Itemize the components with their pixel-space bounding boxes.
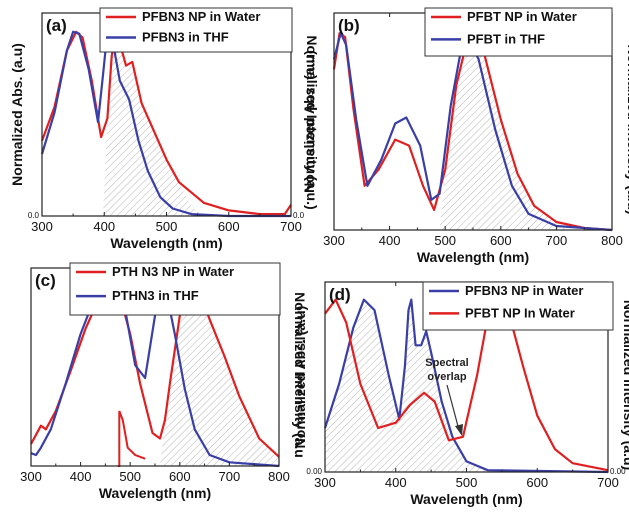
y-axis-label-right: Normalized intensity (a.u) — [621, 300, 629, 470]
panel-a: 300 400 500 600 700 Wavelength (nm) Normalized… — [9, 7, 320, 251]
series-line-0 — [332, 32, 613, 232]
x-tick-label: 800 — [268, 469, 290, 484]
panel-label: (c) — [35, 271, 56, 290]
y-tick-label-right: 0.00 — [610, 467, 626, 476]
y-axis-label-right: Normalized Intensity (a.u — [292, 292, 308, 458]
series-line-1 — [324, 298, 609, 472]
legend: PFBT NP in Water PFBT in THF — [424, 7, 613, 57]
legend: PTH N3 NP in Water PTHN3 in THF — [69, 262, 281, 316]
x-axis-label: Wavelength (nm) — [417, 249, 529, 265]
x-tick-label: 500 — [119, 469, 141, 484]
x-tick-label: 700 — [219, 469, 241, 484]
x-tick-label: 700 — [280, 219, 302, 234]
y-axis-label-left: Normalized Abs. (a.u) — [9, 43, 25, 186]
panel-d: 300 400 500 600 700 Wavelength (nm) Normalized… — [292, 281, 629, 507]
legend-label: PFBT NP In Water — [465, 305, 575, 320]
series-step-red — [117, 410, 146, 467]
panel-c: 300 400 500 600 700 800 Wavelength (nm) Normali… — [20, 262, 308, 501]
x-tick-label: 400 — [379, 233, 401, 248]
x-tick-label: 300 — [323, 233, 345, 248]
annotation-text: overlap — [427, 371, 466, 383]
legend-box — [99, 7, 293, 53]
panel-label: (a) — [46, 16, 67, 35]
legend-label: PFBN3 in THF — [142, 29, 229, 44]
x-axis-label: Wavelength (nm) — [110, 235, 222, 251]
x-tick-label: 500 — [434, 233, 456, 248]
x-tick-label: 300 — [20, 469, 42, 484]
y-axis-label-right: Normalized Intensity (a.u.) — [304, 35, 320, 209]
x-tick-label: 700 — [597, 475, 619, 490]
x-tick-label: 600 — [218, 219, 240, 234]
y-axis-label-right: Normalized intensity (a.u) — [625, 44, 629, 214]
legend: PFBN3 NP in Water PFBN3 in THF — [99, 7, 293, 53]
x-tick-label: 400 — [93, 219, 115, 234]
y-tick-label-right: 0.0 — [293, 211, 305, 220]
hatched-overlap-area — [160, 286, 279, 466]
y-tick-label-left: 0.0 — [28, 211, 40, 220]
x-tick-label: 500 — [456, 475, 478, 490]
x-axis-label: Wavelength (nm) — [99, 485, 211, 501]
legend-label: PFBN3 NP in Water — [465, 283, 583, 298]
x-tick-label: 400 — [385, 475, 407, 490]
y-axis-label-left: Normalized Abs. (a.u) — [292, 306, 308, 449]
hatched-overlap-area — [325, 299, 495, 472]
x-tick-label: 600 — [169, 469, 191, 484]
panel-b: 300 400 500 600 700 800 Wavelength (nm) Normali… — [301, 7, 629, 265]
x-tick-label: 800 — [601, 233, 623, 248]
annotation-arrowhead — [455, 424, 463, 436]
legend-label: PFBT NP in Water — [467, 9, 577, 24]
annotation-arrow — [446, 384, 460, 431]
series-line-0 — [30, 285, 280, 458]
legend-label: PTH N3 NP in Water — [112, 264, 234, 279]
series-line-1 — [332, 32, 613, 232]
legend-label: PTHN3 in THF — [112, 288, 199, 303]
x-tick-label: 300 — [314, 475, 336, 490]
x-tick-label: 300 — [31, 219, 53, 234]
hatched-overlap-area — [103, 31, 204, 216]
y-tick-label-left: 0.00 — [306, 467, 322, 476]
x-tick-label: 500 — [156, 219, 178, 234]
x-tick-label: 600 — [490, 233, 512, 248]
series-line-1 — [30, 285, 280, 468]
legend: PFBN3 NP in Water PFBT NP In Water — [422, 281, 614, 331]
series-line-0 — [323, 298, 609, 474]
legend-label: PFBT in THF — [467, 31, 545, 46]
panel-label: (d) — [329, 285, 351, 304]
annotation-text: Spectral — [425, 357, 468, 369]
x-tick-label: 400 — [70, 469, 92, 484]
panel-label: (b) — [338, 16, 360, 35]
x-tick-label: 700 — [546, 233, 568, 248]
legend-label: PFBN3 NP in Water — [142, 9, 260, 24]
x-axis-label: Wavelength (nm) — [410, 491, 522, 507]
y-axis-label-left: Normalized Abs. (a.u) — [301, 50, 317, 193]
x-tick-label: 600 — [526, 475, 548, 490]
